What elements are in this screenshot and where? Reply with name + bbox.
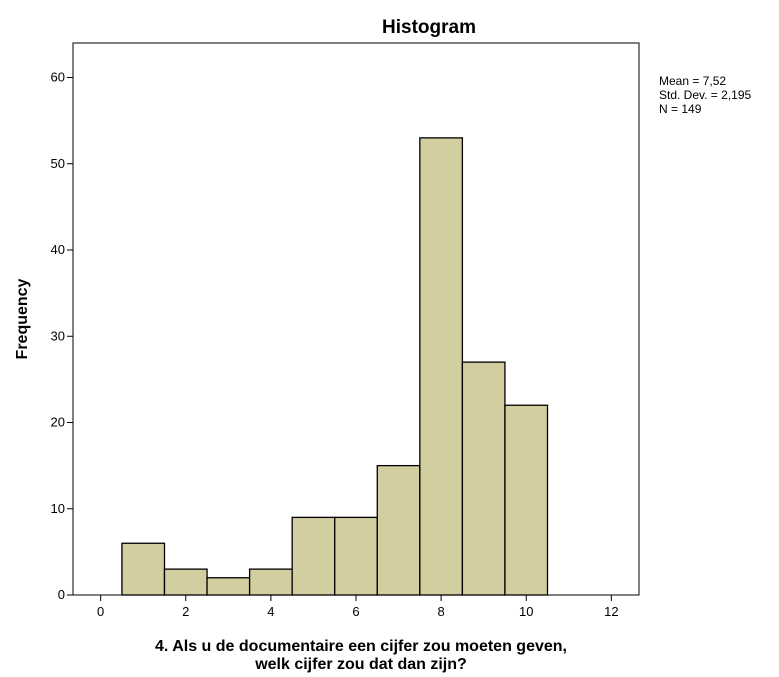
chart-title: Histogram [382, 17, 476, 38]
stat-std-dev: Std. Dev. = 2,195 [659, 88, 751, 102]
y-axis-title: Frequency [14, 278, 31, 359]
x-tick-label-12: 12 [604, 604, 618, 619]
y-tick-label-40: 40 [51, 242, 65, 257]
x-tick-label-10: 10 [519, 604, 533, 619]
bars-layer [121, 137, 549, 596]
plot-area [72, 42, 640, 596]
x-axis-title-line-1: 4. Als u de documentaire een cijfer zou … [155, 638, 567, 655]
x-tick-label-8: 8 [437, 604, 444, 619]
histogram-bar-10 [504, 404, 549, 596]
x-tick-label-2: 2 [182, 604, 189, 619]
stat-n: N = 149 [659, 102, 702, 116]
histogram-bar-6 [334, 516, 378, 596]
x-tick-label-6: 6 [352, 604, 359, 619]
x-axis-title-line-2: welk cijfer zou dat dan zijn? [254, 656, 467, 673]
stat-mean: Mean = 7,52 [659, 74, 726, 88]
y-tick-label-20: 20 [51, 415, 65, 430]
y-axis: 0 10 20 30 40 50 60 [51, 70, 73, 602]
histogram-bar-4 [248, 568, 293, 596]
histogram-bar-5 [291, 516, 336, 596]
histogram-bar-1 [121, 542, 166, 596]
y-tick-label-10: 10 [51, 501, 65, 516]
stats-legend: Mean = 7,52 Std. Dev. = 2,195 N = 149 [659, 74, 751, 116]
y-tick-label-0: 0 [58, 587, 65, 602]
y-tick-label-60: 60 [51, 70, 65, 85]
x-axis: 0 2 4 6 8 10 12 [97, 595, 619, 619]
y-tick-label-50: 50 [51, 156, 65, 171]
y-tick-label-30: 30 [51, 328, 65, 343]
histogram-bar-8 [419, 137, 464, 596]
histogram-bar-2 [163, 568, 208, 596]
histogram-bar-7 [376, 464, 421, 596]
histogram-bar-3 [206, 577, 251, 596]
x-tick-label-4: 4 [267, 604, 274, 619]
histogram-bar-9 [461, 361, 506, 596]
x-tick-label-0: 0 [97, 604, 104, 619]
